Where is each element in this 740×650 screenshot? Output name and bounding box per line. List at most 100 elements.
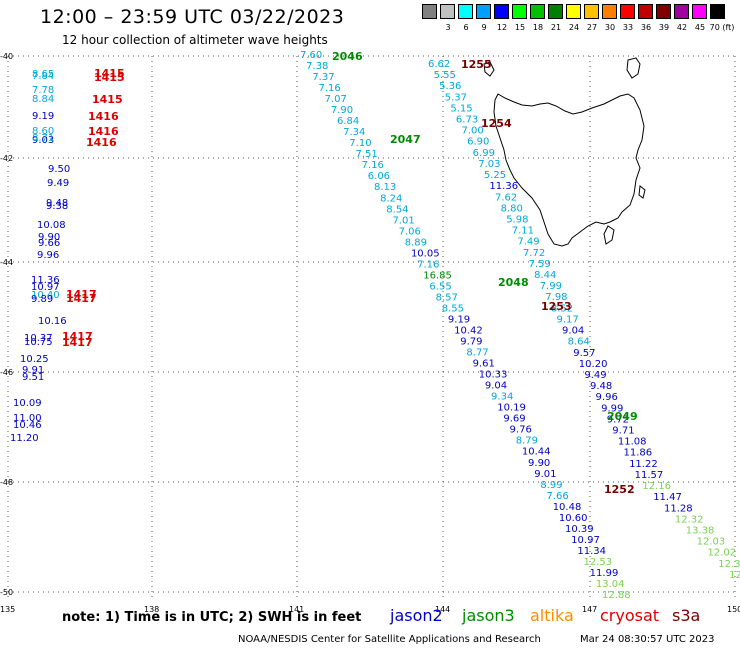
wave-height-value: 7.78	[32, 85, 54, 96]
wave-height-value: 12.02	[707, 548, 736, 559]
wave-height-value: 6.55	[429, 281, 451, 292]
legend-swatch	[458, 4, 473, 19]
legend-label: 42	[676, 23, 688, 32]
pass-time-label: 2047	[390, 133, 421, 146]
wave-height-value: 9.38	[46, 201, 68, 212]
wave-height-value: 8.99	[540, 480, 562, 491]
wave-height-value: 16.85	[423, 270, 452, 281]
wave-height-value: 9.51	[22, 372, 44, 383]
wave-height-value: 9.76	[510, 425, 532, 436]
legend-swatch	[530, 4, 545, 19]
wave-height-value: 8.60	[32, 126, 54, 137]
wave-height-labels: 8.657.84 7.788.84 9.19 8.609.038.71 9.50 9.49…	[10, 50, 740, 601]
wave-height-value: 5.37	[445, 92, 467, 103]
satellite-name: jason3	[462, 606, 515, 625]
credit-text: NOAA/NESDIS Center for Satellite Applica…	[238, 634, 541, 645]
wave-height-value: 7.59	[529, 259, 551, 270]
wave-height-value: 10.75	[24, 337, 53, 348]
wave-height-value: 7.99	[540, 281, 562, 292]
wave-height-value: 8.24	[380, 193, 402, 204]
wave-height-value: 8.54	[386, 204, 408, 215]
wave-height-value: 8.64	[568, 337, 590, 348]
wave-height-value: 8.80	[501, 203, 523, 214]
wave-height-value: 9.19	[32, 111, 54, 122]
legend-label: 15	[514, 23, 526, 32]
wave-height-value: 6.84	[337, 116, 359, 127]
legend-label: 39	[658, 23, 670, 32]
flinders-island	[626, 57, 641, 79]
wave-height-value: 11.36	[489, 181, 518, 192]
wave-height-value: 13.38	[686, 525, 715, 536]
legend-swatch	[656, 4, 671, 19]
wave-height-value: 7.90	[331, 105, 353, 116]
pass-time-label: 1417	[66, 288, 97, 301]
wave-height-value: 9.91	[22, 365, 44, 376]
wave-height-value: 9.90	[38, 232, 60, 243]
legend-swatch	[584, 4, 599, 19]
wave-height-value: 9.49	[47, 178, 69, 189]
wave-height-value: 8.84	[32, 94, 54, 105]
lon-label: 150	[727, 605, 740, 614]
lat-label: -44	[0, 258, 13, 267]
wave-height-value: 9.48	[590, 381, 612, 392]
wave-height-value: 9.90	[528, 458, 550, 469]
wave-height-value: 9.89	[31, 294, 53, 305]
legend-label: 33	[622, 23, 634, 32]
wave-height-value: 9.01	[534, 469, 556, 480]
page-subtitle: 12 hour collection of altimeter wave hei…	[62, 33, 328, 47]
pass-time-label: 2049	[607, 410, 638, 423]
wave-height-value: 9.04	[485, 381, 507, 392]
pass-time-label: 1416	[88, 125, 119, 138]
pass-time-label: 2048	[498, 276, 529, 289]
legend-swatch	[674, 4, 689, 19]
wave-height-value: 10.33	[479, 370, 508, 381]
wave-height-value: 8.55	[442, 303, 464, 314]
lon-label: 141	[289, 605, 304, 614]
legend-label: 70 (ft)	[709, 23, 735, 32]
wave-height-value: 11.47	[653, 492, 682, 503]
pass-time-label: 1415	[94, 71, 125, 84]
wave-height-value: 10.08	[37, 220, 66, 231]
wave-height-value: 11.28	[664, 503, 693, 514]
wave-height-value: 8.44	[534, 270, 556, 281]
pass-time-label: 1254	[481, 117, 512, 130]
legend-label: 30	[604, 23, 616, 32]
legend-label: 9	[481, 23, 487, 32]
wave-height-value: 7.00	[462, 126, 484, 137]
wave-height-value: 7.06	[399, 226, 421, 237]
wave-height-value: 11.00	[13, 413, 42, 424]
wave-height-value: 6.90	[467, 137, 489, 148]
wave-height-value: 6.06	[368, 171, 390, 182]
legend-label: 6	[463, 23, 469, 32]
wave-height-value: 9.96	[596, 392, 618, 403]
pass-time-labels: 1415141514151416141614161417141714171417…	[62, 50, 638, 496]
legend-label: 3	[445, 23, 451, 32]
lat-label: -48	[0, 478, 13, 487]
wave-height-value: 8.77	[466, 348, 488, 359]
wave-height-value: 5.98	[506, 214, 528, 225]
wave-height-value: 10.97	[571, 535, 600, 546]
wave-height-value: 9.79	[460, 337, 482, 348]
lat-label: -50	[0, 588, 13, 597]
wave-height-value: 9.49	[584, 370, 606, 381]
pass-time-label: 1417	[62, 330, 93, 343]
wave-height-value: 7.07	[325, 94, 347, 105]
wave-height-value: 10.48	[553, 502, 582, 513]
legend-swatch	[566, 4, 581, 19]
lat-label: -40	[0, 52, 13, 61]
wave-height-value: 8.52	[551, 303, 573, 314]
satellite-name: jason2	[390, 606, 443, 625]
legend-swatch	[422, 4, 437, 19]
wave-height-value: 12.28	[729, 570, 740, 581]
lon-label: 144	[435, 605, 450, 614]
wave-height-value: 7.01	[392, 215, 414, 226]
legend-swatch	[494, 4, 509, 19]
wave-height-value: 8.65	[32, 69, 54, 80]
wave-height-value: 10.20	[579, 359, 608, 370]
lon-label: 135	[0, 605, 15, 614]
wave-height-value: 9.96	[37, 250, 59, 261]
axis-labels: -40 -42 -44 -46 -48 -50 135 138 141 144 147 150	[0, 52, 740, 614]
wave-height-value: 12.88	[602, 590, 631, 601]
wave-height-value: 9.99	[601, 403, 623, 414]
wave-height-value: 9.66	[38, 238, 60, 249]
